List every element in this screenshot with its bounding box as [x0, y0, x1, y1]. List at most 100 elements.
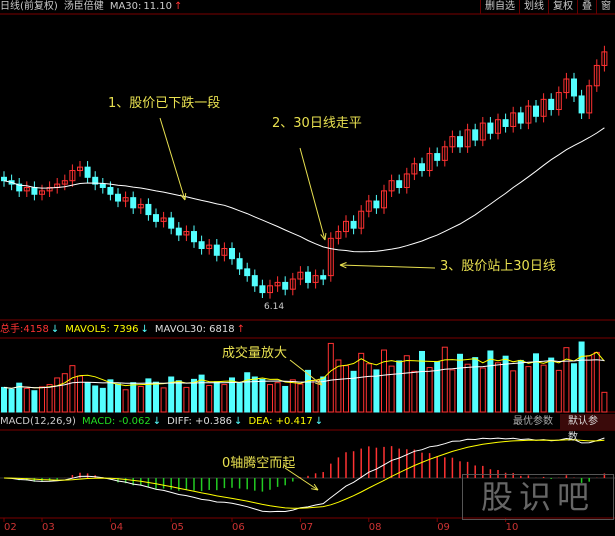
volume-bar: [274, 382, 281, 413]
candle-body: [267, 285, 273, 294]
volume-bar: [160, 387, 167, 413]
candle-body: [601, 51, 608, 66]
candle-body: [335, 231, 342, 239]
volume-bar: [563, 347, 570, 413]
volume-bar: [312, 379, 319, 413]
volume-bar: [510, 370, 517, 413]
watermark-logo: 股识吧: [462, 474, 614, 520]
candle-body: [122, 197, 129, 202]
volume-bar: [571, 363, 577, 413]
candle-body: [517, 112, 524, 124]
candle-body: [107, 186, 114, 195]
candle-body: [236, 258, 243, 270]
down-arrow-icon: ↓: [50, 324, 60, 335]
candle-body: [160, 217, 167, 222]
draw-line-button[interactable]: 划线: [519, 0, 548, 14]
candle-body: [502, 119, 509, 127]
arrow-2-head: [320, 232, 327, 241]
volume-bar: [441, 346, 448, 413]
arrow-5: [284, 467, 319, 491]
candle-body: [153, 214, 159, 222]
candle-body: [411, 163, 418, 175]
volume-bar: [419, 350, 425, 413]
period-label: 日线(前复权): [0, 1, 58, 12]
volume-bar: [213, 381, 220, 413]
volume-bar: [479, 367, 486, 413]
adjust-button[interactable]: 复权: [548, 0, 577, 14]
up-arrow-icon: ↑: [236, 324, 245, 335]
volume-bar: [297, 383, 304, 413]
volume-bar: [99, 387, 106, 413]
volume-bar: [23, 387, 30, 413]
volume-bar: [350, 370, 357, 413]
total-volume-value: 4158: [23, 324, 49, 335]
volume-bar: [198, 374, 205, 413]
arrow-4-head: [315, 378, 323, 386]
volume-bar: [236, 382, 243, 413]
volume-bar: [61, 373, 68, 413]
candle-body: [343, 220, 349, 233]
overlay-button[interactable]: 叠: [577, 0, 596, 14]
volume-bar: [411, 370, 418, 413]
arrow-5-head: [311, 483, 319, 491]
volume-bar: [358, 352, 365, 413]
volume-bar: [16, 382, 23, 413]
candle-body: [213, 244, 220, 256]
volume-bar: [472, 357, 479, 413]
volume-bar: [502, 355, 509, 413]
x-tick-label: 04: [110, 522, 124, 533]
default-params-button[interactable]: 默认参数: [560, 414, 615, 443]
volume-bar: [555, 369, 562, 413]
volume-bar: [1, 386, 7, 413]
volume-bar: [578, 341, 585, 413]
arrow-3-head: [339, 262, 347, 269]
arrow-1-head: [180, 192, 187, 201]
volume-bar: [525, 366, 532, 413]
x-tick-label: 08: [368, 522, 382, 533]
volume-bar: [84, 382, 91, 413]
volume-bar: [115, 383, 121, 413]
dea-value: DEA: +0.417: [248, 416, 313, 427]
remove-favorite-button[interactable]: 删自选: [480, 0, 519, 14]
down-arrow-icon: ↓: [234, 416, 243, 427]
low-price-label: 6.14: [264, 302, 285, 312]
candle-body: [39, 190, 45, 195]
annotation-1: 1、股价已下跌一段: [108, 96, 221, 111]
ma30-value: 11.10: [143, 1, 173, 12]
candle-body: [586, 85, 593, 114]
dea-line: [3, 439, 605, 509]
candle-body: [289, 278, 296, 290]
volume-bar: [46, 384, 53, 413]
volume-bar: [175, 380, 182, 413]
optimal-params-button[interactable]: 最优参数: [513, 416, 553, 427]
candle-body: [327, 237, 334, 277]
volume-bar: [145, 378, 152, 413]
volume-bar: [335, 359, 342, 413]
x-tick-label: 03: [42, 522, 55, 533]
candle-body: [23, 186, 30, 192]
candle-body: [350, 220, 357, 229]
mavol5-line: [3, 351, 605, 389]
volume-bar: [517, 359, 524, 413]
toolbar: 删自选 划线 复权 叠 窗: [480, 0, 615, 14]
candle-body: [312, 275, 319, 283]
volume-bar: [8, 388, 15, 413]
volume-bar: [495, 362, 501, 413]
volume-bar: [396, 360, 403, 413]
arrow-2: [299, 147, 326, 241]
candle-body: [373, 200, 380, 209]
candle-body: [479, 122, 486, 141]
candle-body: [69, 170, 76, 182]
candle-body: [137, 203, 144, 209]
candle-body: [388, 180, 395, 192]
candle-body: [168, 217, 175, 229]
volume-bar: [31, 390, 38, 413]
candle-body: [198, 241, 205, 250]
candle-body: [46, 186, 53, 192]
candle-body: [229, 248, 235, 260]
candle-body: [396, 180, 403, 188]
down-arrow-icon: ↓: [152, 416, 162, 427]
window-button[interactable]: 窗: [596, 0, 615, 14]
candle-body: [320, 275, 327, 280]
